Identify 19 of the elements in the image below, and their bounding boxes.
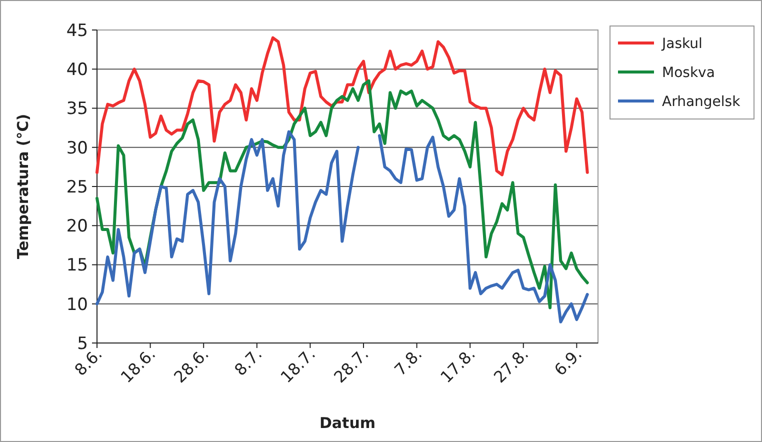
y-tick-label: 40	[66, 60, 88, 80]
y-tick-label: 20	[66, 216, 88, 237]
y-tick-label: 30	[66, 138, 88, 158]
legend-label: Moskva	[662, 64, 715, 81]
y-tick-label: 15	[66, 256, 88, 276]
y-tick-label: 5	[77, 334, 88, 354]
x-axis-title: Datum	[319, 414, 376, 432]
line-series	[96, 36, 589, 176]
y-axis-title: Temperatura (°C)	[14, 114, 32, 260]
x-tick-label: 6.9.	[550, 344, 586, 380]
legend-label: Arhangelsk	[662, 94, 742, 110]
y-tick-label: 35	[66, 99, 88, 120]
x-tick-label: 7.8.	[390, 344, 426, 380]
line-series	[96, 79, 589, 310]
y-tick-label: 10	[66, 294, 88, 315]
legend-label: Jaskul	[661, 36, 702, 52]
y-tick-label: 25	[66, 177, 88, 198]
x-tick-label: 8.7.	[230, 344, 266, 380]
y-tick-label: 45	[66, 20, 88, 41]
